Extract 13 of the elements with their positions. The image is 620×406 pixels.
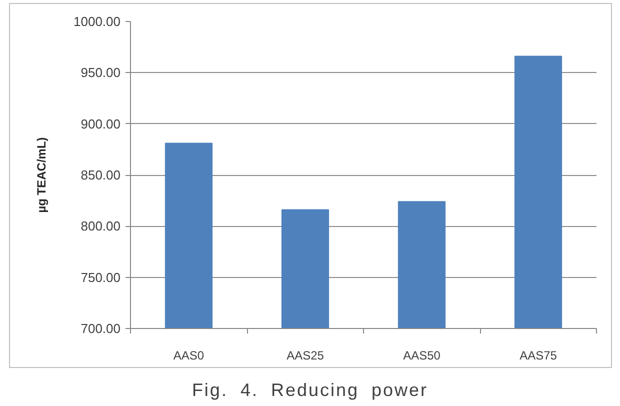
x-tick-label: AAS25: [286, 348, 324, 362]
x-tick-label: AAS50: [403, 348, 441, 362]
y-tick-label: 800.00: [80, 218, 121, 234]
y-tick-label: 900.00: [80, 116, 121, 132]
x-tick-label: AAS0: [173, 348, 204, 362]
x-tick-label: AAS75: [520, 348, 558, 362]
y-tick-label: 700.00: [80, 321, 121, 336]
y-tick-label: 950.00: [80, 65, 121, 80]
y-axis-title: µg TEAC/mL): [34, 137, 49, 213]
y-tick-label: 750.00: [80, 270, 121, 285]
y-tick-label: 850.00: [80, 168, 121, 182]
y-tick-label: 1000.00: [74, 14, 121, 29]
caption: Fig. 4. Reducing power: [190, 379, 430, 402]
